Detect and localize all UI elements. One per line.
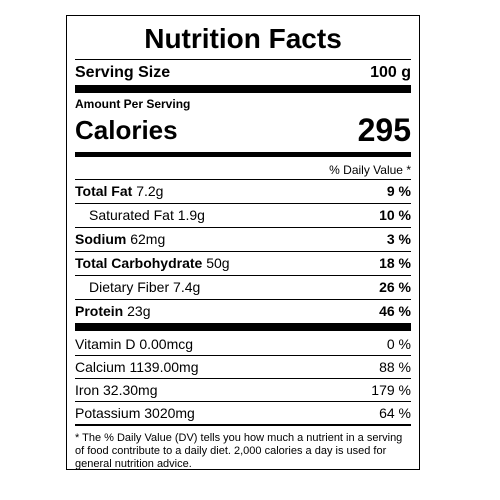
calories-label: Calories (75, 114, 178, 145)
nutrient-row: Vitamin D 0.00mcg 0 % (75, 334, 411, 354)
nutrient-name: Dietary Fiber (89, 279, 170, 295)
nutrient: Total Carbohydrate 50g (75, 253, 230, 273)
daily-value-header: % Daily Value * (329, 163, 411, 177)
nutrient-row: Calcium 1139.00mg 88 % (75, 357, 411, 377)
nutrient-name: Total Carbohydrate (75, 255, 203, 271)
rule (75, 203, 411, 204)
nutrient: Saturated Fat 1.9g (75, 205, 205, 225)
nutrient: Sodium 62mg (75, 229, 165, 249)
nutrient-amount: 32.30mg (103, 382, 158, 398)
amount-per-serving: Amount Per Serving (75, 97, 191, 111)
calories-row: Calories 295 (75, 112, 411, 148)
serving-label: Serving Size (75, 64, 171, 81)
daily-value: 9 % (386, 183, 411, 199)
nutrient-name: Potassium (75, 405, 141, 421)
nutrient: Dietary Fiber 7.4g (75, 277, 200, 297)
daily-value: 64 % (379, 405, 411, 421)
rule (75, 227, 411, 228)
nutrient-amount: 1139.00mg (129, 359, 199, 375)
rule (75, 275, 411, 276)
rule (75, 251, 411, 252)
nutrient-amount: 7.4g (173, 279, 201, 295)
thick-rule (75, 85, 411, 93)
rule (75, 355, 411, 356)
nutrient-amount: 7.2g (136, 183, 164, 199)
rule (75, 424, 411, 426)
nutrient-row: Potassium 3020mg 64 % (75, 403, 411, 423)
nutrient-amount: 23g (127, 303, 151, 319)
daily-value: 26 % (379, 279, 411, 295)
nutrient-name: Total Fat (75, 183, 133, 199)
nutrient-name: Vitamin D (75, 336, 136, 352)
nutrient-name: Iron (75, 382, 100, 398)
nutrient: Vitamin D 0.00mcg (75, 334, 193, 354)
nutrient-name: Sodium (75, 231, 127, 247)
nutrient-row: Dietary Fiber 7.4g 26 % (75, 277, 411, 297)
nutrient-row: Iron 32.30mg 179 % (75, 380, 411, 400)
daily-value: 46 % (379, 303, 411, 319)
nutrient: Potassium 3020mg (75, 403, 195, 423)
daily-value: 3 % (386, 231, 411, 247)
nutrient-row: Total Carbohydrate 50g 18 % (75, 253, 411, 273)
daily-value: 18 % (379, 255, 411, 271)
nutrient-amount: 50g (206, 255, 230, 271)
rule (75, 299, 411, 300)
nutrient-amount: 62mg (130, 231, 166, 247)
nutrient-amount: 1.9g (177, 207, 205, 223)
nutrition-label: Nutrition Facts Serving Size 100 g Amoun… (66, 15, 420, 470)
nutrient: Protein 23g (75, 301, 150, 321)
daily-value: 88 % (379, 359, 411, 375)
nutrient-amount: 0.00mcg (139, 336, 194, 352)
nutrient-name: Calcium (75, 359, 126, 375)
nutrient: Total Fat 7.2g (75, 181, 163, 201)
nutrient-amount: 3020mg (144, 405, 195, 421)
nutrient-row: Total Fat 7.2g 9 % (75, 181, 411, 201)
daily-value: 179 % (371, 382, 411, 398)
serving-value: 100 g (370, 64, 411, 81)
rule (75, 401, 411, 402)
rule (75, 378, 411, 379)
nutrient-row: Protein 23g 46 % (75, 301, 411, 321)
nutrient-row: Saturated Fat 1.9g 10 % (75, 205, 411, 225)
nutrient: Calcium 1139.00mg (75, 357, 198, 377)
nutrient-name: Protein (75, 303, 124, 319)
nutrient-row: Sodium 62mg 3 % (75, 229, 411, 249)
nutrient-name: Saturated Fat (89, 207, 174, 223)
thick-rule (75, 323, 411, 331)
footnote: * The % Daily Value (DV) tells you how m… (75, 432, 403, 470)
calories-value: 295 (357, 111, 411, 148)
title: Nutrition Facts (144, 23, 342, 54)
daily-value: 0 % (386, 336, 411, 352)
nutrient: Iron 32.30mg (75, 380, 158, 400)
rule (75, 59, 411, 60)
daily-value: 10 % (379, 207, 411, 223)
medium-rule (75, 152, 411, 157)
rule (75, 179, 411, 180)
serving-row: Serving Size 100 g (75, 63, 411, 83)
